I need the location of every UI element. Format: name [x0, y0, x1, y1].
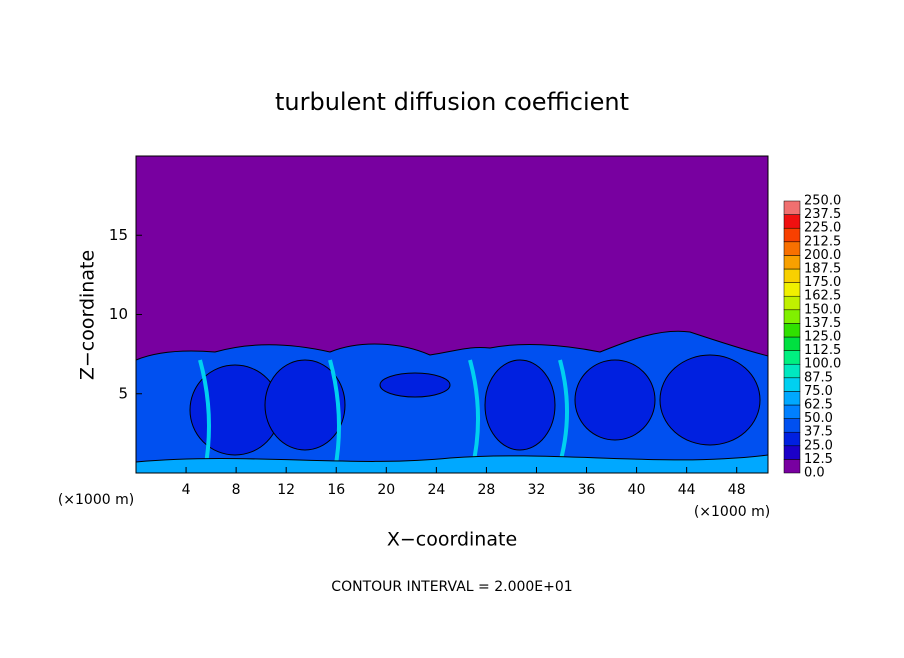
colorbar-bin	[783, 323, 801, 338]
x-tick-label: 24	[427, 482, 445, 498]
x-tick-label: 48	[728, 482, 746, 498]
colorbar-bin	[783, 309, 801, 324]
colorbar-bin	[783, 445, 801, 460]
streak	[328, 359, 341, 471]
colorbar-bin	[783, 214, 801, 229]
colorbar-label: 212.5	[804, 234, 841, 249]
colorbar-bin	[783, 377, 801, 392]
eddy	[484, 359, 556, 451]
colorbar-bin	[783, 336, 801, 351]
colorbar-label: 37.5	[804, 425, 833, 440]
x-tick-label: 8	[232, 482, 241, 498]
colorbar-bin	[783, 404, 801, 419]
colorbar-label: 237.5	[804, 207, 841, 222]
colorbar-bin	[783, 418, 801, 433]
colorbar-label: 87.5	[804, 370, 833, 385]
eddy	[659, 354, 761, 446]
colorbar-bin	[783, 268, 801, 283]
x-tick-label: 32	[528, 482, 546, 498]
y-axis-label: Z−coordinate	[77, 250, 99, 380]
y-tick-label: 5	[118, 384, 128, 402]
colorbar-bin	[783, 350, 801, 365]
chart-title: turbulent diffusion coefficient	[275, 88, 629, 116]
colorbar-label: 200.0	[804, 248, 841, 263]
eddy	[264, 359, 346, 451]
x-tick-label: 20	[377, 482, 395, 498]
x-tick-label: 28	[478, 482, 496, 498]
colorbar-label: 0.0	[804, 466, 825, 481]
annotation: CONTOUR INTERVAL = 2.000E+01	[331, 579, 572, 595]
colorbar-label: 62.5	[804, 398, 833, 413]
bottom-band	[135, 454, 769, 474]
eddy	[574, 359, 656, 441]
colorbar-label: 175.0	[804, 275, 841, 290]
colorbar-bin	[783, 431, 801, 447]
colorbar-label: 187.5	[804, 262, 841, 277]
y-unit: (×1000 m)	[58, 492, 134, 508]
x-tick-label: 40	[628, 482, 646, 498]
y-tick-label: 10	[109, 305, 128, 323]
colorbar-bin	[783, 255, 801, 270]
colorbar-label: 12.5	[804, 452, 833, 467]
x-tick-label: 36	[578, 482, 596, 498]
colorbar-label: 150.0	[804, 302, 841, 317]
x-tick-label: 4	[182, 482, 191, 498]
colorbar-label: 162.5	[804, 289, 841, 304]
colorbar-label: 125.0	[804, 330, 841, 345]
colorbar-label: 50.0	[804, 411, 833, 426]
x-tick-label: 12	[277, 482, 295, 498]
colorbar-bin	[783, 363, 801, 379]
colorbar-label: 137.5	[804, 316, 841, 331]
colorbar-bin	[783, 391, 801, 406]
x-tick-label: 16	[327, 482, 345, 498]
colorbar-bin	[783, 282, 801, 297]
colorbar-label: 112.5	[804, 343, 841, 358]
eddy	[379, 372, 451, 398]
x-unit: (×1000 m)	[694, 504, 770, 520]
colorbar-bin	[783, 241, 801, 256]
colorbar-bin	[783, 227, 801, 243]
colorbar-label: 25.0	[804, 438, 833, 453]
x-axis-label: X−coordinate	[387, 529, 517, 551]
y-tick-label: 15	[109, 226, 128, 244]
colorbar-bin	[783, 459, 801, 474]
colorbar-bin	[783, 200, 801, 215]
field	[135, 156, 769, 474]
colorbar-bin	[783, 295, 801, 311]
x-tick-label: 44	[678, 482, 696, 498]
colorbar-label: 250.0	[804, 194, 841, 209]
colorbar-label: 75.0	[804, 384, 833, 399]
colorbar-label: 225.0	[804, 221, 841, 236]
colorbar-label: 100.0	[804, 357, 841, 372]
